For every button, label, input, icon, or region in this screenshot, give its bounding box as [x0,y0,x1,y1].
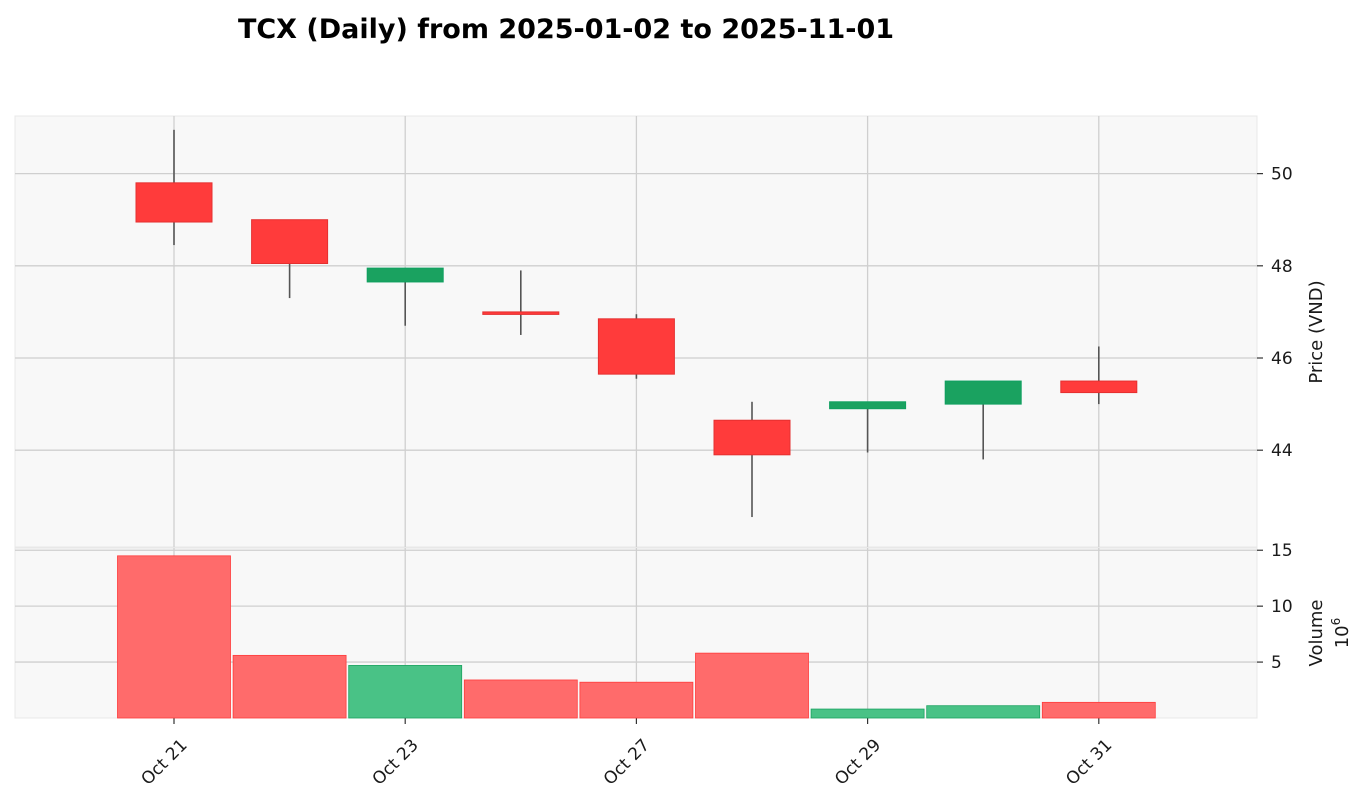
volume-axis-label: Volume [1306,600,1327,667]
candle-body [944,380,1022,405]
volume-bar [348,665,463,719]
x-tick-label: Oct 23 [369,735,423,789]
x-tick-label: Oct 29 [831,735,885,789]
chart-title: TCX (Daily) from 2025-01-02 to 2025-11-0… [238,14,894,45]
x-tick-label: Oct 31 [1062,735,1116,789]
volume-bar [579,681,694,719]
candle-body [135,182,213,223]
candle-body [1060,380,1138,394]
candle-body [251,219,329,265]
volume-bar [117,555,231,719]
volume-bar [810,708,925,719]
volume-scale-exponent: 6 [1329,618,1343,626]
price-tick-label: 48 [1271,257,1293,277]
volume-tick-label: 10 [1271,597,1293,617]
volume-tick-label: 5 [1271,653,1282,673]
volume-tick-label: 15 [1271,541,1293,561]
volume-bar [463,679,578,719]
volume-bar [695,652,809,719]
price-tick-label: 50 [1271,165,1293,185]
x-tick-label: Oct 21 [137,735,191,789]
volume-bars [117,555,1156,719]
volume-bar [232,654,347,719]
volume-bar [926,705,1041,719]
candle-body [482,311,560,315]
candle-body [366,267,444,283]
candle-body [829,401,907,410]
candle-body [597,318,675,375]
candle-body [713,419,791,456]
volume-scale-base: 10 [1332,625,1353,648]
volume-bar [1041,701,1156,719]
price-tick-label: 46 [1271,349,1293,369]
x-tick-label: Oct 27 [600,735,654,789]
volume-scale-label: 106 [1329,618,1353,649]
candlesticks [135,129,1138,518]
price-tick-label: 44 [1271,441,1293,461]
price-axis-label: Price (VND) [1306,280,1327,383]
